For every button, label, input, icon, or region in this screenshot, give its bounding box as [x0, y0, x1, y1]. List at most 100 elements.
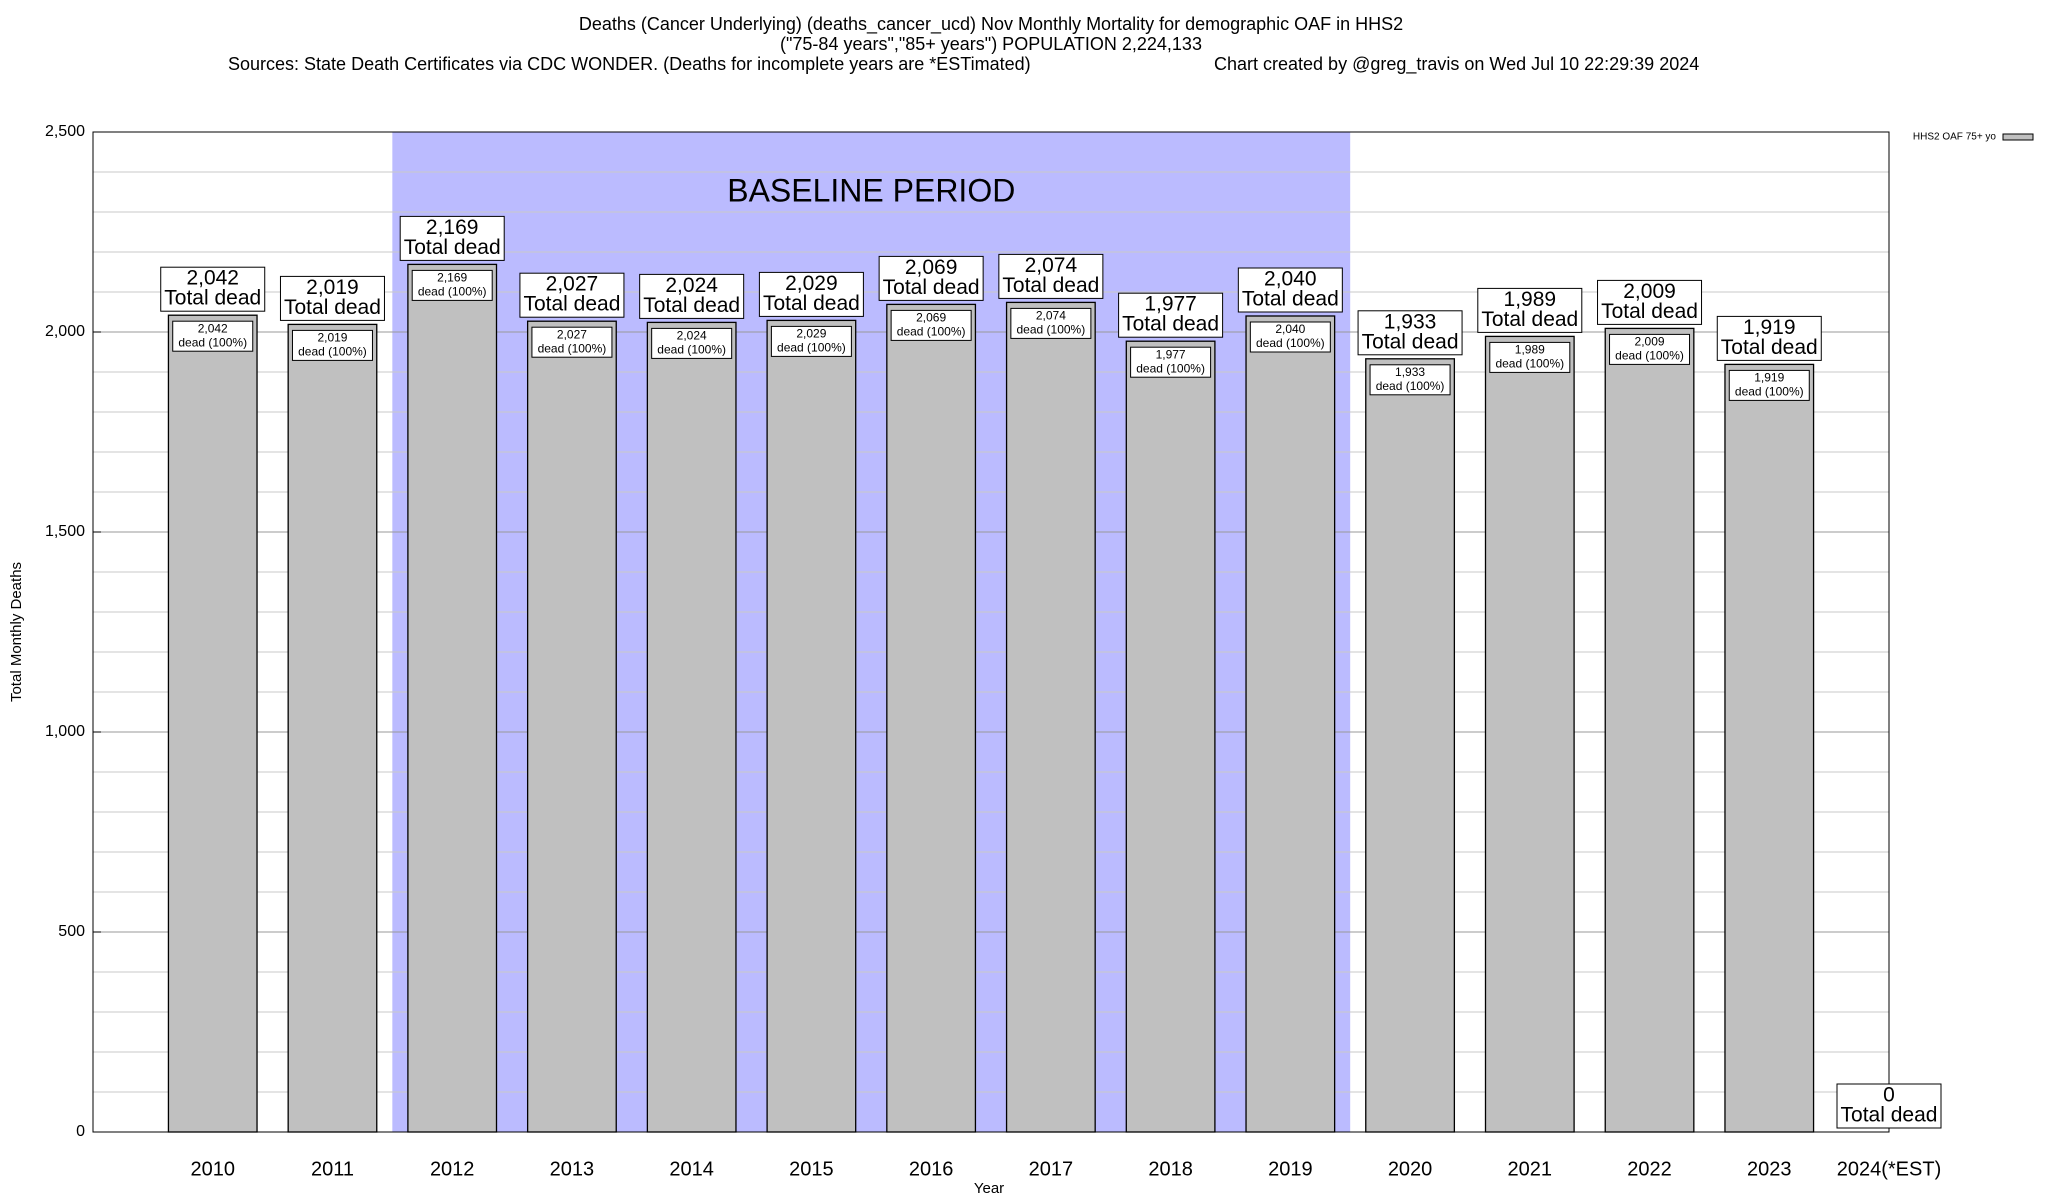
x-tick-label: 2011 — [311, 1158, 354, 1180]
total-text-label: Total dead — [1242, 288, 1339, 311]
bar — [1245, 315, 1336, 1133]
x-tick-label: 2018 — [1148, 1158, 1193, 1180]
inner-share-label: dead (100%) — [298, 345, 367, 359]
bar — [526, 320, 617, 1133]
inner-share-label: dead (100%) — [1256, 336, 1325, 350]
chart-title: Deaths (Cancer Underlying) (deaths_cance… — [579, 14, 1403, 35]
total-text-label: Total dead — [1122, 313, 1219, 336]
inner-label-box — [770, 325, 852, 357]
total-text-label: Total dead — [1002, 274, 1099, 297]
total-label-box — [1237, 267, 1343, 313]
total-value-label: 2,042 — [186, 267, 239, 290]
inner-value-label: 2,029 — [796, 327, 826, 341]
y-tick-label: 2,000 — [45, 323, 85, 340]
total-value-label: 2,019 — [306, 276, 359, 299]
total-text-label: Total dead — [883, 276, 980, 299]
inner-share-label: dead (100%) — [657, 343, 726, 357]
total-value-label: 2,024 — [665, 274, 718, 297]
inner-share-label: dead (100%) — [1136, 361, 1205, 375]
inner-value-label: 2,019 — [317, 331, 347, 345]
total-text-label: Total dead — [1721, 336, 1818, 359]
total-label-box — [1357, 310, 1463, 356]
inner-share-label: dead (100%) — [1376, 379, 1445, 393]
y-tick-label: 500 — [58, 923, 85, 940]
y-tick-label: 1,000 — [45, 723, 85, 740]
total-text-label: Total dead — [404, 236, 501, 259]
inner-label-box — [651, 327, 733, 359]
x-tick-label: 2017 — [1029, 1158, 1074, 1180]
inner-share-label: dead (100%) — [1615, 349, 1684, 363]
plot-frame — [92, 131, 1890, 1133]
total-value-label: 2,040 — [1264, 268, 1317, 291]
x-tick-label: 2010 — [190, 1158, 235, 1180]
total-label-box — [1836, 1083, 1942, 1129]
total-value-label: 0 — [1883, 1084, 1895, 1107]
inner-label-box — [291, 329, 373, 361]
bar — [646, 321, 737, 1133]
total-value-label: 2,029 — [785, 272, 838, 295]
total-label-box — [399, 215, 505, 261]
inner-label-box — [531, 326, 613, 358]
total-text-label: Total dead — [1362, 330, 1459, 353]
inner-value-label: 2,042 — [198, 321, 228, 335]
bar — [766, 319, 857, 1133]
total-value-label: 2,169 — [426, 216, 479, 239]
x-tick-label: 2024(*EST) — [1837, 1158, 1942, 1180]
y-tick-label: 2,500 — [45, 123, 85, 140]
x-tick-label: 2014 — [669, 1158, 714, 1180]
inner-label-box — [1489, 341, 1571, 373]
chart-subtitle: ("75-84 years","85+ years") POPULATION 2… — [780, 34, 1202, 54]
shaded-period-label: BASELINE PERIOD — [727, 172, 1015, 208]
total-text-label: Total dead — [1601, 300, 1698, 323]
total-text-label: Total dead — [1481, 308, 1578, 331]
x-tick-label: 2013 — [550, 1158, 595, 1180]
total-value-label: 1,989 — [1504, 288, 1557, 311]
inner-share-label: dead (100%) — [777, 341, 846, 355]
total-text-label: Total dead — [643, 294, 740, 317]
total-label-box — [758, 271, 864, 317]
inner-share-label: dead (100%) — [1495, 357, 1564, 371]
bar — [1365, 358, 1456, 1133]
inner-value-label: 2,169 — [437, 271, 467, 285]
total-label-box — [519, 272, 625, 318]
inner-label-box — [1130, 346, 1212, 378]
inner-value-label: 2,009 — [1635, 335, 1665, 349]
total-value-label: 1,919 — [1743, 316, 1796, 339]
inner-value-label: 1,989 — [1515, 343, 1545, 357]
chart-sources: Sources: State Death Certificates via CD… — [228, 54, 1031, 74]
total-label-box — [1118, 292, 1224, 338]
y-axis-label: Total Monthly Deaths — [8, 562, 25, 702]
total-value-label: 2,009 — [1623, 280, 1676, 303]
inner-share-label: dead (100%) — [897, 325, 966, 339]
x-tick-label: 2015 — [789, 1158, 834, 1180]
total-value-label: 2,027 — [546, 273, 599, 296]
bar — [1604, 327, 1695, 1133]
inner-value-label: 2,027 — [557, 327, 587, 341]
inner-value-label: 2,040 — [1275, 322, 1305, 336]
inner-share-label: dead (100%) — [538, 341, 607, 355]
total-label-box — [998, 253, 1104, 299]
bar — [1005, 301, 1096, 1133]
inner-share-label: dead (100%) — [1017, 323, 1086, 337]
total-text-label: Total dead — [523, 293, 620, 316]
total-label-box — [639, 273, 745, 319]
inner-share-label: dead (100%) — [178, 335, 247, 349]
total-value-label: 1,933 — [1384, 310, 1437, 333]
bar — [886, 303, 977, 1133]
inner-value-label: 1,933 — [1395, 365, 1425, 379]
bar — [407, 263, 498, 1133]
inner-label-box — [1010, 307, 1092, 339]
total-label-box — [160, 266, 266, 312]
inner-label-box — [1728, 369, 1810, 401]
x-tick-label: 2020 — [1388, 1158, 1433, 1180]
x-tick-label: 2022 — [1627, 1158, 1672, 1180]
inner-label-box — [890, 309, 972, 341]
total-value-label: 2,074 — [1025, 254, 1078, 277]
bar — [167, 314, 258, 1133]
total-value-label: 2,069 — [905, 256, 958, 279]
inner-value-label: 2,074 — [1036, 309, 1066, 323]
total-label-box — [1716, 315, 1822, 361]
inner-value-label: 2,024 — [677, 329, 707, 343]
